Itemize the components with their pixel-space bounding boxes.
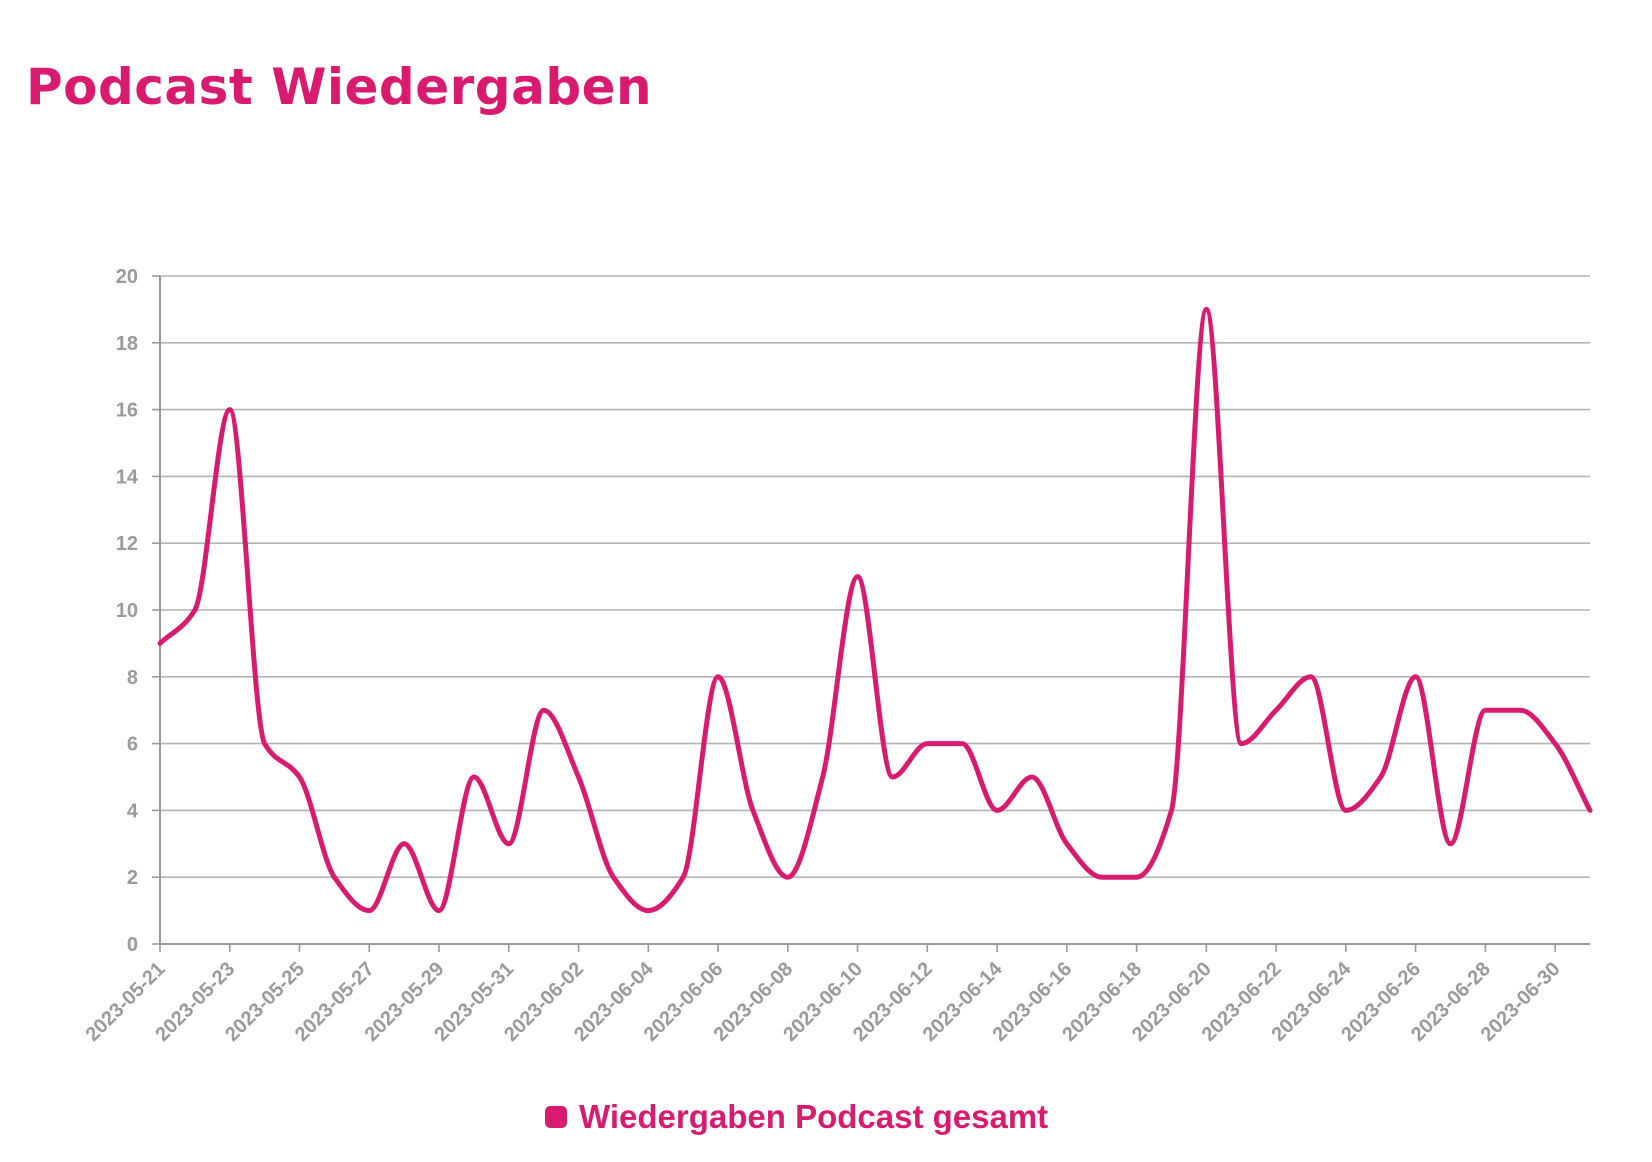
data-point [1064, 841, 1069, 846]
y-tick-label: 0 [127, 934, 138, 956]
legend-label: Wiedergaben Podcast gesamt [579, 1098, 1049, 1135]
data-point [1169, 808, 1174, 813]
data-point [925, 741, 930, 746]
data-point [1448, 841, 1453, 846]
y-tick-label: 4 [127, 800, 139, 822]
series-line-0 [157, 306, 1593, 914]
data-point [1134, 875, 1139, 880]
data-point [716, 674, 721, 679]
y-tick-label: 8 [127, 667, 138, 689]
data-point [1239, 741, 1244, 746]
legend-swatch [545, 1106, 567, 1128]
data-point [890, 775, 895, 780]
data-point [332, 875, 337, 880]
data-point [576, 775, 581, 780]
y-tick-label: 20 [116, 266, 138, 288]
data-point [1413, 674, 1418, 679]
data-point [611, 875, 616, 880]
data-point [1553, 741, 1558, 746]
y-tick-label: 6 [127, 734, 138, 756]
data-point [158, 641, 163, 646]
page-title: Podcast Wiedergaben [26, 58, 653, 116]
line-chart: 0 2 4 6 8 10 12 14 16 18 20 2023-05-212023-05-2320… [82, 266, 1593, 1046]
data-point [367, 908, 372, 913]
data-point [471, 775, 476, 780]
data-point [541, 708, 546, 713]
y-tick-label: 18 [116, 333, 138, 355]
series-layer [157, 306, 1593, 914]
data-point [1274, 708, 1279, 713]
data-point [855, 574, 860, 579]
x-axis-ticks: 2023-05-212023-05-232023-05-252023-05-27… [82, 944, 1565, 1046]
y-tick-label: 14 [116, 466, 139, 488]
data-point [506, 841, 511, 846]
data-point [192, 608, 197, 613]
grid-lines [160, 275, 1590, 879]
data-point [750, 808, 755, 813]
y-tick-label: 2 [127, 867, 138, 889]
y-tick-label: 10 [116, 600, 138, 622]
data-point [785, 875, 790, 880]
y-axis-ticks: 0 2 4 6 8 10 12 14 16 18 20 [116, 266, 160, 956]
data-point [437, 908, 442, 913]
data-point [1343, 808, 1348, 813]
data-point [1378, 775, 1383, 780]
data-point [1588, 808, 1593, 813]
data-point [227, 407, 232, 412]
data-point [1483, 708, 1488, 713]
data-point [646, 908, 651, 913]
data-point [995, 808, 1000, 813]
data-point [262, 741, 267, 746]
data-point [681, 875, 686, 880]
data-point [1518, 708, 1523, 713]
y-tick-label: 16 [116, 400, 138, 422]
data-point [1099, 875, 1104, 880]
y-tick-label: 12 [116, 533, 138, 555]
data-point [402, 841, 407, 846]
data-point [960, 741, 965, 746]
legend: Wiedergaben Podcast gesamt [545, 1098, 1048, 1136]
data-point [820, 775, 825, 780]
data-point [1029, 775, 1034, 780]
data-point [1308, 674, 1313, 679]
data-point [1204, 307, 1209, 312]
data-point [297, 775, 302, 780]
